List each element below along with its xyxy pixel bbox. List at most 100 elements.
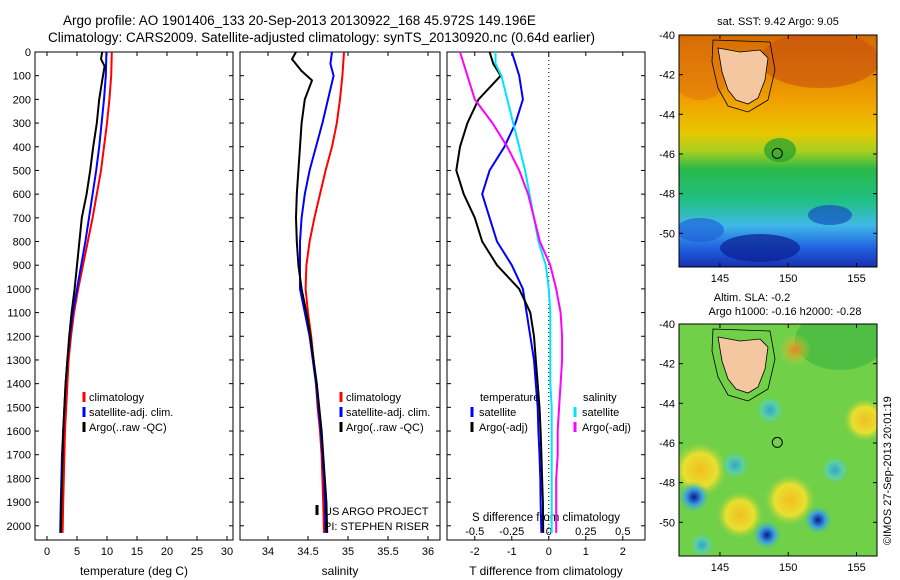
depth-tick-label: 1700 [7, 450, 31, 462]
legend-label: satellite-adj. clim. [89, 407, 173, 419]
legend-label: climatology [346, 392, 402, 404]
series-line [59, 51, 108, 533]
map-y-tick-label: -44 [659, 109, 675, 121]
map-y-tick-label: -40 [659, 319, 675, 331]
depth-tick-label: 500 [13, 165, 31, 177]
series-line [61, 51, 113, 533]
legend-label: Argo(-adj) [479, 422, 528, 434]
series-line [494, 52, 553, 533]
x-tick-label: 0 [44, 546, 50, 558]
sla-anomaly [716, 491, 764, 539]
x-tick-label: 20 [161, 546, 173, 558]
plot-frame [34, 51, 234, 541]
legend-label: Argo(..raw -QC) [89, 422, 167, 434]
depth-tick-label: 1600 [7, 426, 31, 438]
pi-annotation: PI: STEPHEN RISER [324, 521, 429, 533]
copyright-stamp: ©IMOS 27-Sep-2013 20:01:19 [882, 396, 894, 545]
depth-tick-label: 1200 [7, 331, 31, 343]
series-line [291, 51, 329, 533]
legend-label: Argo(-adj) [582, 422, 631, 434]
x-tick-label: 30 [221, 546, 233, 558]
legend-label: satellite-adj. clim. [346, 407, 430, 419]
map-x-tick-label: 145 [711, 273, 729, 285]
series-line [304, 51, 345, 533]
sst-float-marker [771, 147, 783, 159]
map-y-tick-label: -50 [659, 517, 675, 529]
x-tick-label: 15 [131, 546, 143, 558]
map-x-tick-label: 150 [779, 273, 797, 285]
sla-shelf-contour [711, 328, 776, 402]
sla-map-frame [678, 323, 878, 557]
map-x-tick-label: 155 [847, 562, 865, 574]
depth-tick-label: 400 [13, 142, 31, 154]
salinity-panel: 34 34.5 35 35.5 36 salinity climatology satelli… [239, 51, 441, 578]
x-tick-label: 5 [74, 546, 80, 558]
series-line [455, 51, 545, 533]
sla-anomaly [803, 505, 833, 535]
x-tick-label: 25 [191, 546, 203, 558]
sst-cold-patch [679, 218, 724, 242]
x-axis-label: T difference from climatology [469, 564, 623, 578]
temperature-panel: 0100200300400500600700800900100011001200… [7, 47, 234, 578]
legend-label: satellite [582, 407, 619, 419]
depth-tick-label: 900 [13, 260, 31, 272]
depth-tick-label: 1500 [7, 402, 31, 414]
sla-anomaly [721, 451, 749, 479]
depth-tick-label: 1800 [7, 473, 31, 485]
sla-anomaly [764, 474, 816, 526]
map-y-tick-label: -50 [659, 228, 675, 240]
depth-tick-label: 100 [13, 71, 31, 83]
sst-cold-patch [720, 234, 800, 262]
sla-anomaly [690, 533, 714, 556]
map-y-tick-label: -46 [659, 149, 675, 161]
map-y-tick-label: -44 [659, 398, 675, 410]
depth-tick-label: 0 [25, 47, 31, 59]
x-tick-label: 34.5 [297, 546, 318, 558]
legend-label: Argo(..raw -QC) [346, 422, 424, 434]
sla-anomaly [821, 456, 849, 484]
tasmania-landmass [717, 47, 769, 105]
series-line [59, 51, 106, 533]
map-y-tick-label: -48 [659, 478, 675, 490]
legend-label: climatology [89, 392, 145, 404]
map-y-tick-label: -40 [659, 30, 675, 42]
s-tick-label: -0.5 [465, 526, 484, 538]
x-tick-label: 35 [342, 546, 354, 558]
depth-tick-label: 800 [13, 237, 31, 249]
sla-anomaly [679, 481, 710, 513]
depth-tick-label: 1000 [7, 284, 31, 296]
depth-tick-label: 700 [13, 213, 31, 225]
sla-anomaly [779, 334, 811, 366]
s-axis-label: S difference from climatology [472, 512, 620, 524]
difference-panel: -2 -1 0 1 2 T difference from climatology -0.5… [446, 51, 646, 578]
sst-map: sat. SST: 9.42 Argo: 9.05 -40 -42 -44 -46 -4… [659, 16, 878, 285]
depth-tick-label: 600 [13, 189, 31, 201]
x-tick-label: 10 [101, 546, 113, 558]
depth-tick-label: 1400 [7, 379, 31, 391]
depth-tick-label: 2000 [7, 521, 31, 533]
sla-float-marker [771, 436, 783, 448]
sla-anomaly [843, 398, 877, 442]
x-tick-label: 34 [262, 546, 274, 558]
sla-anomaly [752, 520, 782, 550]
depth-tick-label: 300 [13, 118, 31, 130]
s-tick-label: 0 [546, 526, 552, 538]
x-tick-label: -1 [507, 546, 517, 558]
map-y-tick-label: -42 [659, 359, 675, 371]
series-line [481, 51, 543, 533]
x-tick-label: 2 [620, 546, 626, 558]
x-tick-label: 0 [546, 546, 552, 558]
x-axis-label: temperature (deg C) [80, 564, 188, 578]
legend-label: satellite [479, 407, 516, 419]
sla-map-subtitle: Argo h1000: -0.16 h2000: -0.28 [709, 306, 862, 318]
map-y-tick-label: -48 [659, 189, 675, 201]
legend-title: salinity [583, 392, 617, 404]
s-tick-label: 0.25 [575, 526, 596, 538]
series-line [459, 51, 564, 533]
map-x-tick-label: 155 [847, 273, 865, 285]
title-line-2: Climatology: CARS2009. Satellite-adjuste… [48, 30, 595, 45]
sla-map: Altim. SLA: -0.2 Argo h1000: -0.16 h2000… [659, 292, 878, 574]
tasmania-landmass [717, 336, 769, 394]
sst-green-patch [764, 138, 796, 162]
